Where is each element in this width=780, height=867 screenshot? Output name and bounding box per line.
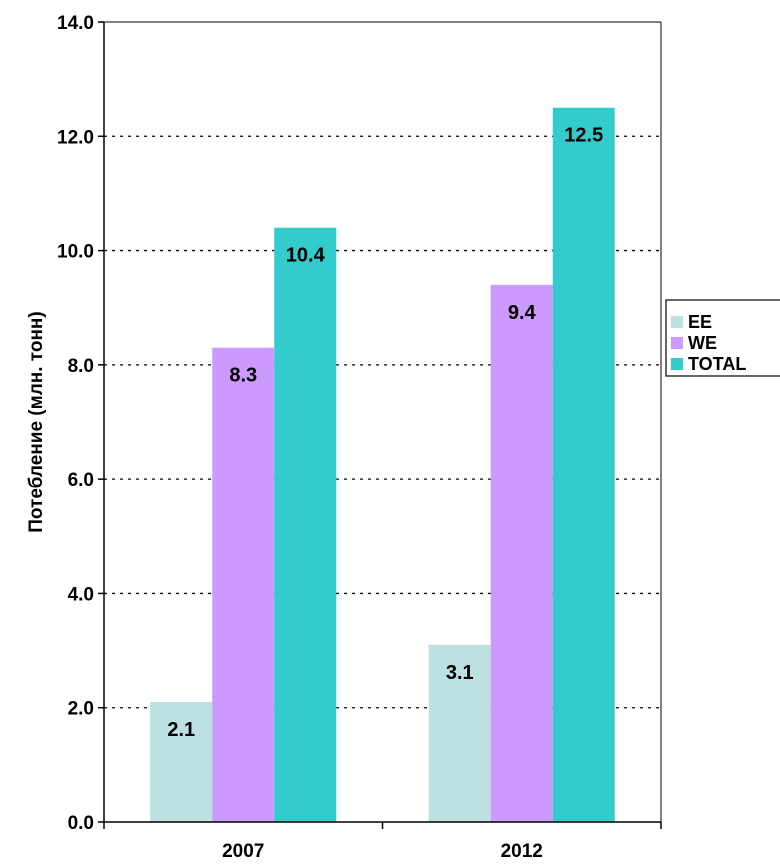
data-labels: 2.1 8.3 10.4 3.1 9.4 12.5 bbox=[167, 125, 603, 741]
legend-box bbox=[665, 299, 780, 377]
legend-swatch bbox=[671, 316, 683, 328]
bar-we-2007 bbox=[212, 347, 275, 822]
y-axis-title: Потебление (млн. тонн) bbox=[26, 311, 47, 533]
data-label: 8.3 bbox=[229, 365, 257, 387]
y-tick-label: 6.0 bbox=[68, 470, 94, 491]
data-label: 9.4 bbox=[508, 302, 537, 324]
y-tick-label: 8.0 bbox=[68, 356, 94, 377]
data-label: 2.1 bbox=[167, 719, 195, 741]
y-tick-label: 0.0 bbox=[68, 813, 94, 834]
legend-label: TOTAL bbox=[688, 354, 746, 374]
x-category-label: 2012 bbox=[501, 841, 543, 862]
bar-total-2012 bbox=[552, 107, 615, 822]
x-category-label: 2007 bbox=[222, 841, 264, 862]
bar-total-2007 bbox=[274, 227, 337, 822]
legend-label: WE bbox=[688, 333, 717, 353]
x-ticks: 2007 2012 bbox=[103, 822, 662, 862]
y-tick-label: 14.0 bbox=[57, 13, 94, 34]
data-label: 3.1 bbox=[446, 662, 474, 684]
y-tick-label: 10.0 bbox=[57, 242, 94, 263]
bar-we-2012 bbox=[490, 284, 553, 822]
legend-swatch bbox=[671, 358, 683, 370]
bars bbox=[150, 107, 615, 822]
y-tick-label: 4.0 bbox=[68, 584, 94, 605]
legend-swatch bbox=[671, 337, 683, 349]
y-ticks: 0.0 2.0 4.0 6.0 8.0 10.0 12.0 14.0 bbox=[57, 13, 104, 834]
data-label: 10.4 bbox=[286, 245, 326, 267]
data-label: 12.5 bbox=[564, 125, 603, 147]
y-tick-label: 2.0 bbox=[68, 699, 94, 720]
bar-ee-2012 bbox=[428, 644, 491, 822]
bar-ee-2007 bbox=[150, 702, 213, 822]
y-tick-label: 12.0 bbox=[57, 127, 94, 148]
legend-label: EE bbox=[688, 312, 712, 332]
